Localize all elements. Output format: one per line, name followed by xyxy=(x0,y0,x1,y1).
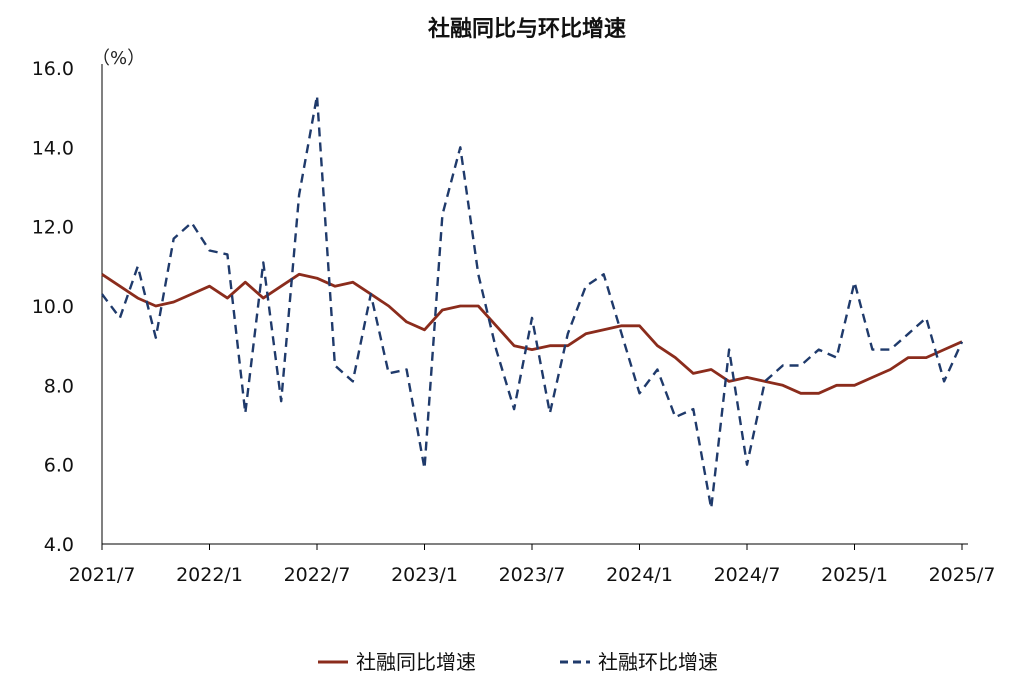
y-tick-label: 12.0 xyxy=(32,217,74,239)
x-tick-label: 2023/1 xyxy=(391,564,458,586)
y-tick-label: 4.0 xyxy=(44,534,74,556)
y-tick-label: 6.0 xyxy=(44,455,74,477)
legend-label-series-2: 社融环比增速 xyxy=(598,650,718,674)
x-tick-label: 2025/1 xyxy=(821,564,888,586)
axes: 4.0 6.0 8.0 10.0 12.0 14.0 16.0 2021/7 2022/1 202… xyxy=(32,58,996,586)
chart-title: 社融同比与环比增速 xyxy=(428,16,626,42)
x-tick-label: 2024/7 xyxy=(714,564,781,586)
x-tick-label: 2022/1 xyxy=(176,564,243,586)
x-tick-label: 2025/7 xyxy=(929,564,996,586)
series-line-2 xyxy=(101,94,964,510)
x-tick-label: 2024/1 xyxy=(606,564,673,586)
series-line-1 xyxy=(101,272,963,395)
y-tick-label: 16.0 xyxy=(32,58,74,80)
x-tick-label: 2022/7 xyxy=(284,564,351,586)
y-tick-label: 8.0 xyxy=(44,375,74,397)
legend-label-series-1: 社融同比增速 xyxy=(356,650,476,674)
series-layer xyxy=(101,94,964,510)
y-axis-unit: （%） xyxy=(92,48,145,69)
y-tick-label: 14.0 xyxy=(32,137,74,159)
x-tick-label: 2023/7 xyxy=(499,564,566,586)
y-tick-label: 10.0 xyxy=(32,296,74,318)
x-tick-label: 2021/7 xyxy=(69,564,136,586)
legend: 社融同比增速 社融环比增速 xyxy=(318,650,718,674)
